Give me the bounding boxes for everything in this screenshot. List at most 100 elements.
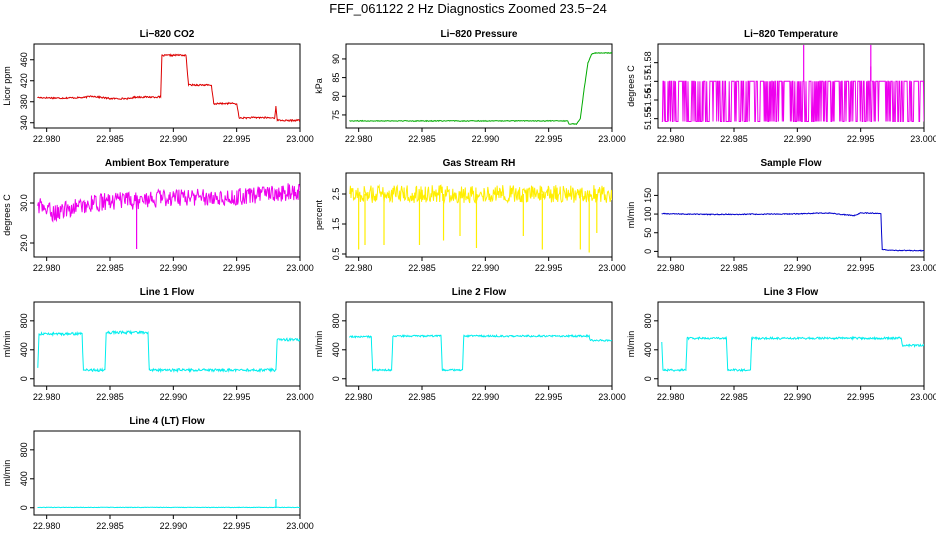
series-line (661, 80, 924, 122)
y-tick-label: 85 (331, 73, 341, 83)
y-tick-label: 80 (331, 91, 341, 101)
series-line (37, 53, 300, 123)
chart-title: Sample Flow (760, 158, 821, 169)
x-tick-label: 22.995 (223, 392, 251, 402)
chart-panel: Li−820 Pressure 22.980 22.985 22.990 22.995 2… (312, 24, 626, 153)
series-line (349, 51, 612, 126)
plot-frame (657, 43, 925, 129)
plot-frame (33, 43, 301, 129)
x-tick-label: 22.995 (223, 263, 251, 273)
x-tick-label: 22.980 (345, 392, 373, 402)
x-tick-label: 22.990 (160, 521, 188, 531)
x-tick-label: 22.990 (472, 392, 500, 402)
y-tick-label: 800 (19, 442, 29, 457)
series-line (349, 183, 612, 204)
y-axis-label: Licor ppm (2, 66, 12, 106)
plot-area (349, 51, 612, 126)
x-tick-label: 22.980 (657, 263, 685, 273)
x-tick-label: 22.995 (535, 134, 563, 144)
x-tick-label: 22.980 (345, 134, 373, 144)
y-axis-label: degrees C (2, 194, 12, 236)
plot-frame (345, 301, 613, 387)
plot-frame (33, 172, 301, 258)
chart-panel: Sample Flow 22.980 22.985 22.990 22.995 23.00… (624, 153, 936, 282)
x-tick-label: 23.000 (910, 392, 936, 402)
x-tick-label: 22.980 (33, 263, 61, 273)
y-tick-label: 29.0 (19, 234, 29, 252)
figure-title: FEF_061122 2 Hz Diagnostics Zoomed 23.5−… (329, 1, 607, 16)
chart-title: Gas Stream RH (443, 158, 516, 169)
chart-svg: Line 1 Flow 22.980 22.985 22.990 22.995 23.00… (2, 287, 314, 402)
x-tick-label: 23.000 (910, 134, 936, 144)
chart-svg: Ambient Box Temperature 22.980 22.985 22.99… (2, 158, 314, 273)
x-tick-label: 22.980 (345, 263, 373, 273)
x-tick-label: 22.990 (784, 134, 812, 144)
x-tick-label: 22.980 (33, 134, 61, 144)
chart-panel: Line 1 Flow 22.980 22.985 22.990 22.995 23.00… (0, 282, 314, 411)
y-axis-label: kPa (314, 78, 324, 94)
chart-svg: Li−820 Pressure 22.980 22.985 22.990 22.995 2… (314, 29, 626, 144)
x-tick-label: 22.995 (847, 134, 875, 144)
y-tick-label: 1.5 (331, 218, 341, 231)
x-tick-label: 22.995 (223, 521, 251, 531)
x-tick-label: 22.980 (33, 521, 61, 531)
x-tick-label: 22.985 (96, 392, 124, 402)
chart-svg: Line 3 Flow 22.980 22.985 22.990 22.995 23.00… (626, 287, 936, 402)
y-tick-label: 51.56 (643, 89, 653, 112)
x-tick-label: 23.000 (598, 263, 626, 273)
y-tick-label: 800 (643, 313, 653, 328)
plot-area (661, 44, 924, 122)
y-tick-label: 0 (643, 249, 653, 254)
y-tick-label: 0 (19, 376, 29, 381)
y-tick-label: 50 (643, 228, 653, 238)
chart-svg: Line 2 Flow 22.980 22.985 22.990 22.995 23.00… (314, 287, 626, 402)
chart-panel: Li−820 CO2 22.980 22.985 22.990 22.995 23.000… (0, 24, 314, 153)
chart-title: Line 3 Flow (764, 287, 819, 298)
chart-svg: Gas Stream RH 22.980 22.985 22.990 22.995 23.… (314, 158, 626, 273)
x-tick-label: 22.980 (657, 134, 685, 144)
series-line (661, 335, 924, 373)
x-tick-label: 23.000 (598, 392, 626, 402)
y-tick-label: 800 (19, 313, 29, 328)
y-tick-label: 51.57 (643, 70, 653, 93)
plot-frame (657, 301, 925, 387)
chart-title: Li−820 Pressure (441, 29, 518, 40)
y-tick-label: 2.5 (331, 188, 341, 201)
y-tick-label: 400 (643, 342, 653, 357)
series-line (349, 333, 612, 372)
x-tick-label: 22.990 (784, 263, 812, 273)
x-tick-label: 22.990 (472, 263, 500, 273)
y-axis-label: ml/min (2, 460, 12, 487)
chart-svg: Li−820 CO2 22.980 22.985 22.990 22.995 23.000… (2, 29, 314, 144)
chart-title: Line 4 (LT) Flow (129, 416, 205, 427)
plot-area (661, 212, 924, 252)
x-tick-label: 22.990 (160, 263, 188, 273)
chart-svg: Li−820 Temperature 22.980 22.985 22.990 22.9… (626, 29, 936, 144)
x-tick-label: 23.000 (286, 392, 314, 402)
y-axis-label: ml/min (2, 331, 12, 358)
x-tick-label: 23.000 (286, 521, 314, 531)
y-tick-label: 800 (331, 313, 341, 328)
y-tick-label: 51.58 (643, 51, 653, 74)
x-tick-label: 22.995 (847, 392, 875, 402)
series-line (37, 183, 300, 223)
x-tick-label: 22.985 (408, 263, 436, 273)
chart-title: Li−820 Temperature (744, 29, 838, 40)
y-tick-label: 100 (643, 207, 653, 222)
y-tick-label: 420 (19, 73, 29, 88)
y-tick-label: 460 (19, 52, 29, 67)
y-tick-label: 150 (643, 188, 653, 203)
chart-title: Ambient Box Temperature (105, 158, 230, 169)
x-tick-label: 23.000 (286, 134, 314, 144)
y-axis-label: ml/min (626, 202, 636, 229)
y-tick-label: 90 (331, 54, 341, 64)
chart-title: Line 1 Flow (140, 287, 195, 298)
x-tick-label: 22.985 (720, 263, 748, 273)
chart-svg: Sample Flow 22.980 22.985 22.990 22.995 23.00… (626, 158, 936, 273)
x-tick-label: 22.985 (96, 521, 124, 531)
x-tick-label: 22.980 (657, 392, 685, 402)
y-axis-label: ml/min (314, 331, 324, 358)
plot-area (37, 499, 300, 509)
x-tick-label: 22.995 (535, 263, 563, 273)
x-tick-label: 22.985 (720, 134, 748, 144)
